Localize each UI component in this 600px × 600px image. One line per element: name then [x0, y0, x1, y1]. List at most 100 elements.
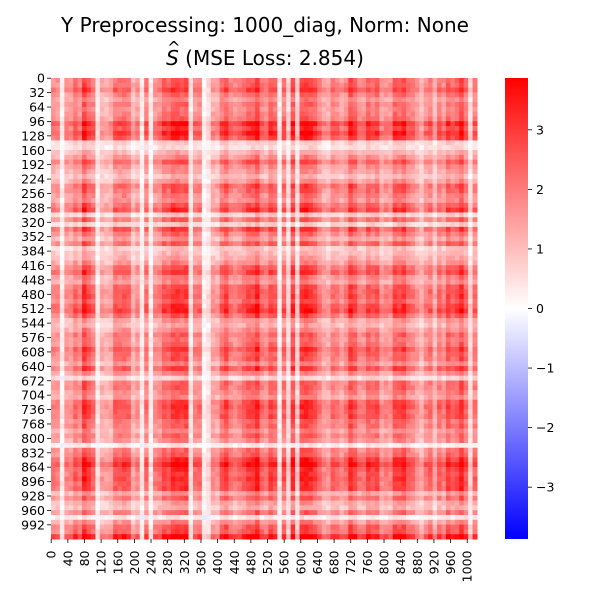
heatmap-cell [170, 298, 176, 305]
heatmap-cell [241, 303, 247, 309]
heatmap-cell [193, 116, 198, 122]
heatmap-cell [219, 126, 225, 132]
heatmap-cell [308, 82, 314, 89]
heatmap-cell [259, 198, 265, 204]
heatmap-cell [250, 222, 256, 228]
heatmap-cell [326, 183, 332, 189]
heatmap-cell [445, 174, 451, 180]
heatmap-cell [64, 130, 70, 137]
heatmap-cell [104, 140, 110, 146]
heatmap-cell [432, 145, 438, 151]
heatmap-cell [219, 140, 225, 146]
heatmap-cell [201, 202, 207, 209]
heatmap-cell [90, 236, 96, 242]
heatmap-cell [268, 231, 274, 237]
heatmap-cell [348, 183, 354, 189]
heatmap-cell [450, 241, 456, 247]
heatmap-cell [135, 246, 141, 252]
heatmap-cell [135, 159, 141, 165]
heatmap-cell [59, 135, 65, 141]
heatmap-cell [339, 265, 345, 271]
heatmap-cell [303, 202, 309, 209]
heatmap-cell [374, 284, 380, 290]
heatmap-cell [73, 193, 79, 199]
heatmap-cell [428, 178, 434, 185]
heatmap-cell [428, 284, 434, 290]
heatmap-cell [401, 97, 407, 103]
heatmap-cell [330, 289, 336, 295]
heatmap-cell [361, 193, 367, 199]
heatmap-cell [401, 178, 407, 185]
heatmap-cell [113, 174, 119, 180]
heatmap-cell [410, 78, 416, 84]
heatmap-cell [166, 284, 172, 290]
heatmap-cell [366, 265, 371, 271]
heatmap-cell [201, 154, 207, 161]
heatmap-cell [281, 78, 287, 84]
heatmap-cell [401, 212, 407, 218]
heatmap-cell [437, 246, 442, 252]
heatmap-cell [104, 270, 110, 276]
heatmap-cell [472, 150, 478, 156]
heatmap-cell [193, 241, 198, 247]
heatmap-cell [419, 284, 425, 290]
heatmap-cell [144, 265, 150, 271]
heatmap-cell [259, 322, 265, 329]
heatmap-cell [277, 260, 283, 266]
heatmap-cell [299, 106, 305, 113]
heatmap-cell [117, 250, 123, 257]
heatmap-cell [321, 222, 327, 228]
heatmap-cell [383, 116, 389, 122]
heatmap-cell [161, 87, 167, 93]
heatmap-cell [201, 198, 207, 204]
heatmap-cell [432, 212, 438, 218]
heatmap-cell [153, 322, 158, 329]
heatmap-cell [175, 174, 181, 180]
heatmap-cell [215, 198, 221, 204]
heatmap-cell [326, 212, 332, 218]
heatmap-cell [450, 294, 456, 300]
heatmap-cell [193, 270, 198, 276]
heatmap-cell [197, 274, 203, 281]
heatmap-cell [108, 130, 114, 137]
heatmap-cell [277, 202, 283, 209]
heatmap-cell [379, 97, 385, 103]
heatmap-cell [148, 159, 154, 165]
heatmap-cell [414, 279, 420, 285]
heatmap-cell [472, 207, 478, 213]
heatmap-cell [264, 116, 269, 122]
heatmap-cell [290, 322, 296, 329]
heatmap-cell [77, 140, 83, 146]
heatmap-cell [232, 135, 238, 141]
heatmap-cell [135, 164, 141, 170]
heatmap-cell [166, 92, 172, 98]
heatmap-cell [290, 265, 296, 271]
heatmap-cell [281, 82, 287, 89]
heatmap-cell [277, 222, 283, 228]
heatmap-cell [86, 308, 92, 314]
heatmap-cell [295, 217, 300, 223]
heatmap-cell [445, 322, 451, 329]
heatmap-cell [379, 255, 385, 261]
heatmap-cell [157, 265, 163, 271]
heatmap-cell [135, 121, 141, 127]
heatmap-cell [224, 274, 229, 281]
heatmap-cell [117, 318, 123, 324]
heatmap-cell [463, 231, 469, 237]
heatmap-cell [64, 169, 70, 175]
heatmap-cell [255, 255, 261, 261]
heatmap-cell [108, 236, 114, 242]
heatmap-cell [463, 130, 469, 137]
heatmap-cell [343, 121, 349, 127]
heatmap-cell [410, 284, 416, 290]
heatmap-cell [73, 97, 79, 103]
heatmap-cell [303, 284, 309, 290]
heatmap-cell [64, 231, 70, 237]
heatmap-cell [428, 159, 434, 165]
heatmap-cell [295, 222, 300, 228]
heatmap-cell [326, 121, 332, 127]
heatmap-cell [468, 169, 474, 175]
heatmap-cell [286, 241, 292, 247]
heatmap-cell [90, 284, 96, 290]
heatmap-cell [135, 193, 141, 199]
